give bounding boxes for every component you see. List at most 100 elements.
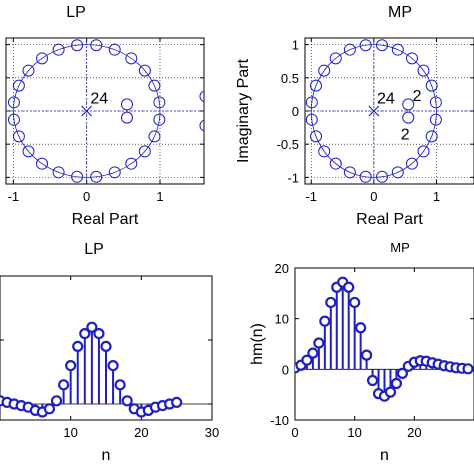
stem-marker [57,379,70,391]
zero-marker [376,39,389,52]
zero-marker [148,130,161,143]
stem-marker [121,395,133,407]
marks-layer [295,276,474,402]
zero-marker [148,79,161,92]
lp-impulse-response-plot: 10 20 30 LP n [0,241,219,464]
stem-marker [107,360,119,372]
y-tick-label: 1 [292,38,299,53]
x-axis-label: Real Part [356,211,423,228]
x-tick-label: 0 [291,425,298,440]
zero-marker [305,113,318,126]
annotation-label: 2 [413,88,422,105]
x-tick-label: 0 [83,189,90,204]
zero-marker [138,64,151,77]
zero-marker [71,170,84,183]
zero-marker [343,43,356,56]
stem-marker [72,340,84,352]
y-tick-label: -10 [270,413,289,428]
zero-marker [52,166,65,179]
zero-marker [405,52,418,65]
zero-marker [391,166,404,179]
x-axis-label: Real Part [72,211,139,228]
stem-marker [100,340,112,352]
zero-marker [402,111,415,124]
stem-marker [390,377,403,390]
zero-marker [329,157,342,170]
y-tick-label: -0.5 [277,137,299,152]
zero-marker [199,119,204,132]
zero-marker [7,96,20,109]
zero-marker [425,130,438,143]
zero-marker [7,113,20,126]
stem-marker [462,363,474,375]
stem-marker [65,360,77,372]
zero-marker [71,39,84,52]
stem-marker [384,386,397,398]
chart-title: MP [388,4,412,21]
zero-marker [405,157,418,170]
x-tick-label: 1 [156,189,163,204]
plot-frame [294,267,474,421]
zero-marker [429,96,442,109]
zero-marker [22,64,35,77]
zero-marker [153,113,166,126]
zero-marker [138,145,151,158]
zero-marker [125,157,138,170]
plot-frame [0,275,213,421]
x-tick-label: 30 [205,425,219,440]
stem-marker [366,374,379,387]
y-tick-label: 0.5 [281,71,299,86]
zero-marker [12,79,25,92]
stem-marker [313,337,325,349]
stem-marker [355,322,367,334]
zero-marker [125,52,138,65]
stem-marker [361,349,373,361]
zero-marker [36,52,49,65]
annotation-label: 24 [90,91,108,108]
zero-marker [376,170,389,183]
zero-marker [108,166,121,179]
stem-marker [325,296,337,309]
zero-marker [391,43,404,56]
marks-layer [6,38,204,184]
stem-marker [43,403,56,415]
x-tick-label: -1 [8,189,20,204]
zero-marker [305,96,318,109]
x-tick-label: 20 [134,425,148,440]
zero-marker [310,79,323,92]
zero-marker [318,64,331,77]
stem-marker [114,379,126,391]
y-axis-label: hm(n) [249,323,266,365]
y-tick-label: -1 [287,170,299,185]
zero-marker [343,166,356,179]
stem-marker [319,315,331,327]
marks-layer [305,38,474,184]
zero-marker [199,90,204,103]
zero-marker [121,111,133,124]
annotation-label: 24 [377,91,395,108]
zero-marker [22,145,35,158]
chart-title: MP [390,240,410,255]
x-tick-label: 20 [407,425,421,440]
zero-marker [429,113,442,126]
lp-pole-zero-plot: -1 0 1 LP Real Part 24 [5,4,205,228]
zero-marker [329,52,342,65]
y-tick-label: 0 [282,362,289,377]
zero-marker [153,96,166,109]
marks-layer [0,321,212,418]
chart-title: LP [66,4,86,21]
stem-marker [349,296,361,309]
stem-marker [301,354,313,366]
x-tick-label: 10 [63,425,77,440]
pole-marker [368,105,380,117]
stem-marker [343,281,355,293]
stem-marker [171,396,183,408]
pole-marker [81,105,93,117]
zero-marker [108,43,121,56]
stem-marker [50,395,63,407]
zero-marker [36,157,49,170]
x-axis-label: n [380,447,389,464]
x-axis-label: n [102,447,111,464]
zero-marker [425,79,438,92]
x-tick-label: 1 [433,189,440,204]
